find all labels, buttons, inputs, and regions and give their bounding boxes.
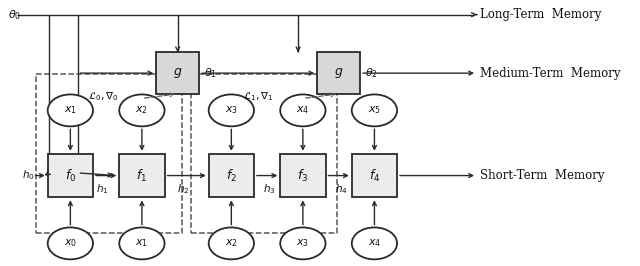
Bar (191, 74, 337, 233)
Ellipse shape (119, 94, 164, 126)
Bar (156, 52, 199, 94)
Bar (119, 154, 164, 197)
Text: $f_0$: $f_0$ (65, 168, 76, 184)
Text: $g$: $g$ (334, 66, 344, 80)
Ellipse shape (209, 94, 254, 126)
Text: $h_0$: $h_0$ (22, 169, 35, 182)
Ellipse shape (280, 94, 326, 126)
Text: $x_1$: $x_1$ (64, 105, 77, 116)
Text: $x_4$: $x_4$ (296, 105, 310, 116)
Text: $\theta_1$: $\theta_1$ (204, 66, 217, 80)
Text: $h_4$: $h_4$ (335, 182, 348, 196)
Bar (317, 52, 360, 94)
Bar (36, 74, 182, 233)
Text: $x_2$: $x_2$ (136, 105, 148, 116)
Text: $f_3$: $f_3$ (297, 168, 308, 184)
Ellipse shape (280, 227, 326, 259)
Text: $\theta_0$: $\theta_0$ (8, 8, 21, 22)
Text: $f_1$: $f_1$ (136, 168, 147, 184)
Ellipse shape (352, 227, 397, 259)
Text: $x_2$: $x_2$ (225, 238, 238, 249)
Ellipse shape (209, 227, 254, 259)
Text: $x_4$: $x_4$ (368, 238, 381, 249)
Text: $x_3$: $x_3$ (296, 238, 309, 249)
Text: Long-Term  Memory: Long-Term Memory (480, 8, 602, 21)
Ellipse shape (352, 94, 397, 126)
Text: $\theta_2$: $\theta_2$ (365, 66, 378, 80)
Text: $h_1$: $h_1$ (96, 182, 109, 196)
Text: $f_4$: $f_4$ (369, 168, 380, 184)
Text: $h_2$: $h_2$ (177, 182, 190, 196)
Text: Short-Term  Memory: Short-Term Memory (480, 169, 604, 182)
Bar (48, 154, 93, 197)
Bar (280, 154, 326, 197)
Text: $x_1$: $x_1$ (135, 238, 148, 249)
Text: $\mathcal{L}_0, \nabla_0$: $\mathcal{L}_0, \nabla_0$ (88, 91, 119, 103)
Bar (352, 154, 397, 197)
Text: $h_3$: $h_3$ (263, 182, 276, 196)
Text: $x_0$: $x_0$ (64, 238, 77, 249)
Text: Medium-Term  Memory: Medium-Term Memory (480, 67, 620, 80)
Text: $g$: $g$ (173, 66, 182, 80)
Text: $f_2$: $f_2$ (226, 168, 237, 184)
Ellipse shape (48, 227, 93, 259)
Text: $\mathcal{L}_1, \nabla_1$: $\mathcal{L}_1, \nabla_1$ (243, 91, 274, 103)
Ellipse shape (48, 94, 93, 126)
Text: $x_3$: $x_3$ (225, 105, 238, 116)
Bar (209, 154, 254, 197)
Text: $x_5$: $x_5$ (368, 105, 381, 116)
Ellipse shape (119, 227, 164, 259)
